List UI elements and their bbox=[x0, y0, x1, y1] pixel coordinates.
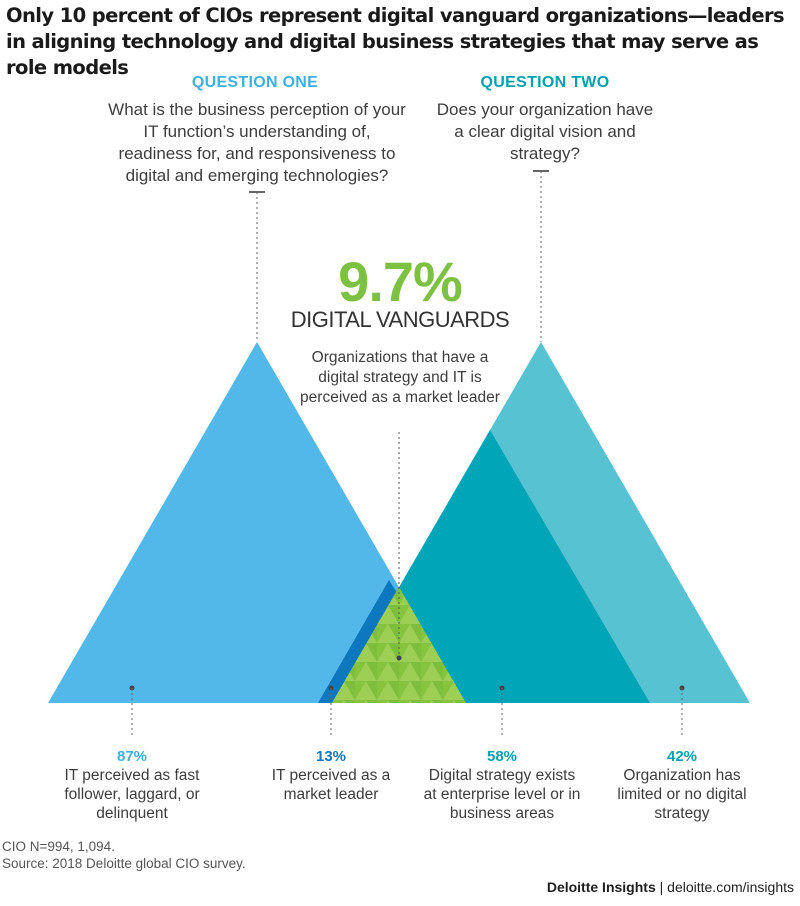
value-87: 87% bbox=[116, 748, 148, 765]
value-13: 13% bbox=[315, 748, 347, 765]
question-two-heading: QUESTION TWO bbox=[480, 74, 610, 91]
question-two-text: Does your organization have a clear digi… bbox=[436, 100, 654, 163]
center-dot bbox=[396, 655, 402, 661]
vanguard-label: DIGITAL VANGUARDS bbox=[290, 307, 510, 332]
triangle-digital-vanguard-overlap bbox=[332, 587, 466, 703]
source-note: Source: 2018 Deloitte global CIO survey. bbox=[2, 856, 246, 871]
question-one-text: What is the business perception of your … bbox=[108, 100, 406, 185]
label-58: Digital strategy exists at enterprise le… bbox=[423, 767, 581, 822]
triangle-q1-fast-follower bbox=[48, 342, 466, 703]
brand-url[interactable]: deloitte.com/insights bbox=[667, 879, 794, 895]
vanguard-description: Organizations that have a digital strate… bbox=[300, 349, 500, 406]
brand-separator: | bbox=[655, 879, 668, 895]
label-13: IT perceived as a market leader bbox=[271, 767, 391, 803]
chart-title: Only 10 percent of CIOs represent digita… bbox=[6, 4, 785, 79]
brand-footer: Deloitte Insights | deloitte.com/insight… bbox=[547, 879, 794, 895]
label-87: IT perceived as fast follower, laggard, … bbox=[64, 767, 200, 822]
sample-note: CIO N=994, 1,094. bbox=[2, 839, 115, 854]
label-42: Organization has limited or no digital s… bbox=[617, 767, 747, 822]
value-42: 42% bbox=[666, 748, 698, 765]
vanguard-percent: 9.7% bbox=[338, 250, 463, 313]
value-58: 58% bbox=[486, 748, 518, 765]
brand-name: Deloitte Insights bbox=[546, 879, 656, 895]
question-one-heading: QUESTION ONE bbox=[191, 74, 319, 91]
